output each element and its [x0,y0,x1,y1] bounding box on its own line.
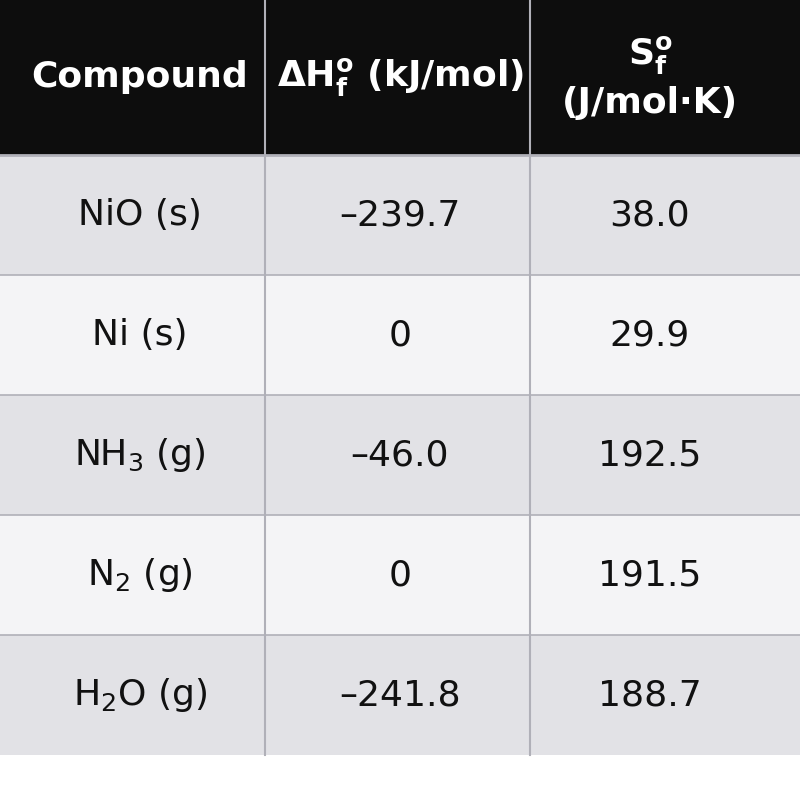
Text: H$_2$O (g): H$_2$O (g) [73,676,207,714]
Text: Ni (s): Ni (s) [92,318,188,352]
Text: $\mathbf{S_f^o}$
(J/mol·K): $\mathbf{S_f^o}$ (J/mol·K) [562,34,738,120]
Text: NiO (s): NiO (s) [78,198,202,232]
Text: Compound: Compound [32,61,248,94]
Bar [0,275,800,395]
Text: 0: 0 [389,318,411,352]
Text: NH$_3$ (g): NH$_3$ (g) [74,436,206,474]
Bar [0,0,800,155]
Text: –46.0: –46.0 [350,438,450,472]
Text: –241.8: –241.8 [339,678,461,712]
Bar [0,635,800,755]
Text: 0: 0 [389,558,411,592]
Text: –239.7: –239.7 [339,198,461,232]
Bar [0,515,800,635]
Text: 29.9: 29.9 [610,318,690,352]
Text: N$_2$ (g): N$_2$ (g) [87,556,193,594]
Text: 188.7: 188.7 [598,678,702,712]
Text: 192.5: 192.5 [598,438,702,472]
Text: 38.0: 38.0 [610,198,690,232]
Text: $\mathbf{\Delta H_f^o}$ (kJ/mol): $\mathbf{\Delta H_f^o}$ (kJ/mol) [277,57,523,98]
Bar [0,395,800,515]
Text: 191.5: 191.5 [598,558,702,592]
Bar [0,155,800,275]
